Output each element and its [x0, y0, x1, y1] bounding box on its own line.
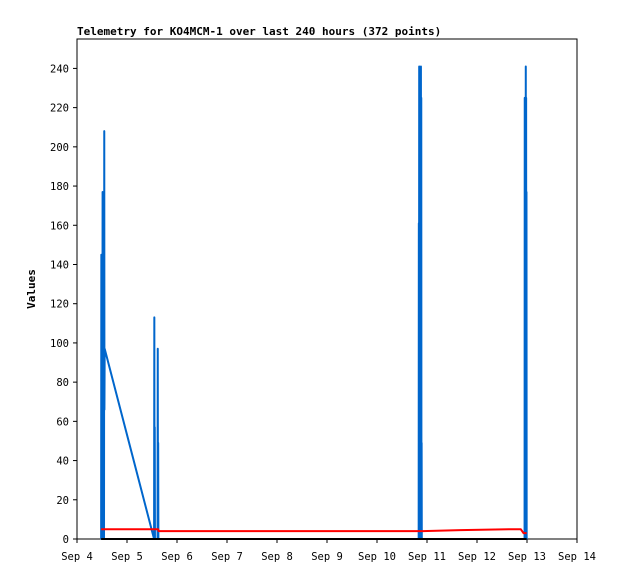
- y-tick-label: 40: [56, 456, 69, 468]
- series-line-2: [101, 528, 527, 535]
- x-tick-label: Sep 9: [311, 551, 343, 563]
- y-tick-label: 200: [50, 142, 69, 154]
- chart-title: Telemetry for KO4MCM-1 over last 240 hou…: [77, 25, 441, 38]
- y-tick-label: 160: [50, 220, 69, 232]
- y-tick-label: 140: [50, 259, 69, 271]
- x-tick-label: Sep 4: [61, 551, 93, 563]
- x-tick-label: Sep 5: [111, 551, 143, 563]
- x-tick-label: Sep 6: [161, 551, 193, 563]
- x-tick-label: Sep 14: [558, 551, 596, 563]
- y-tick-label: 60: [56, 416, 69, 428]
- x-tick-label: Sep 7: [211, 551, 243, 563]
- y-tick-label: 80: [56, 377, 69, 389]
- y-tick-label: 180: [50, 181, 69, 193]
- y-tick-label: 240: [50, 63, 69, 75]
- series-line-1: [100, 65, 528, 540]
- y-tick-label: 20: [56, 495, 69, 507]
- x-tick-label: Sep 13: [508, 551, 546, 563]
- x-tick-label: Sep 12: [458, 551, 496, 563]
- y-tick-label: 0: [63, 534, 69, 546]
- y-axis-label: Values: [25, 269, 38, 309]
- y-tick-label: 120: [50, 299, 69, 311]
- plot-series: [100, 65, 528, 540]
- y-tick-label: 100: [50, 338, 69, 350]
- x-tick-label: Sep 10: [358, 551, 396, 563]
- x-tick-label: Sep 11: [408, 551, 446, 563]
- y-axis: 0 20 40 60 80 100 120 140 160 180 200 220 240: [50, 63, 77, 546]
- x-tick-label: Sep 8: [261, 551, 293, 563]
- y-tick-label: 220: [50, 103, 69, 115]
- x-axis: Sep 4 Sep 5 Sep 6 Sep 7 Sep 8 Sep 9 Sep 10 Sep …: [61, 539, 596, 563]
